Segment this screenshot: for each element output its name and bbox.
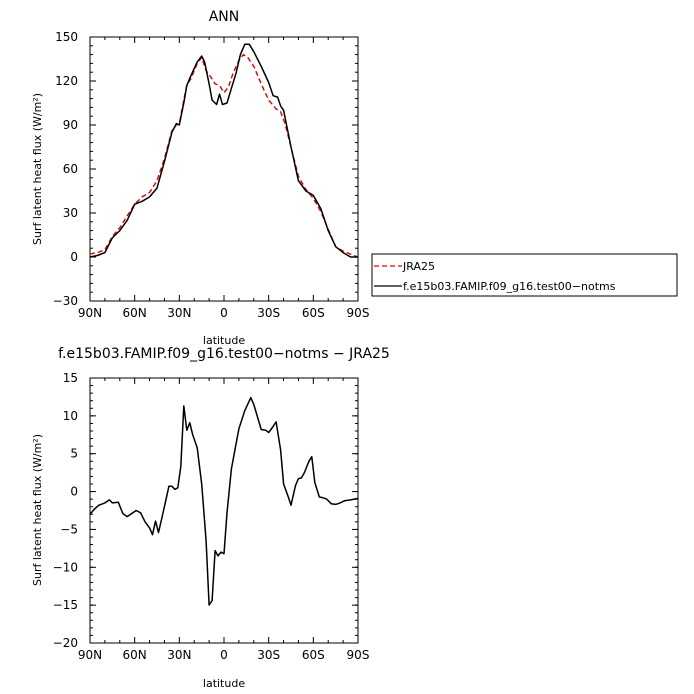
x-tick-label: 30N — [167, 306, 191, 320]
y-tick-label: −20 — [53, 636, 78, 650]
x-tick-label: 60N — [123, 648, 147, 662]
x-tick-label: 90N — [78, 306, 102, 320]
x-tick-label: 60N — [123, 306, 147, 320]
series-line-1-0 — [89, 396, 359, 606]
y-tick-label: 0 — [70, 485, 78, 499]
x-tick-label: 30N — [167, 648, 191, 662]
legend-label-model: f.e15b03.FAMIP.f09_g16.test00−notms — [403, 280, 616, 293]
y-tick-label: 15 — [63, 371, 78, 385]
x-tick-label: 30S — [257, 306, 280, 320]
top-chart-title: ANN — [209, 9, 240, 25]
y-tick-label: 90 — [63, 118, 78, 132]
legend-label-jra25: JRA25 — [402, 260, 435, 273]
y-tick-label: 60 — [63, 162, 78, 176]
x-tick-label: 60S — [302, 306, 325, 320]
top-chart-legend: JRA25 f.e15b03.FAMIP.f09_g16.test00−notm… — [371, 253, 678, 297]
x-tick-label: 90S — [347, 648, 370, 662]
top-x-axis-title: latitude — [203, 334, 245, 347]
x-tick-label: 0 — [220, 306, 228, 320]
bottom-x-axis-title: latitude — [203, 677, 245, 690]
y-tick-label: 150 — [55, 30, 78, 44]
legend-box — [371, 253, 678, 297]
x-tick-label: 0 — [220, 648, 228, 662]
top-chart: ANN latitude Surf latent heat flux (W/m²… — [31, 9, 369, 347]
y-tick-label: 120 — [55, 74, 78, 88]
bottom-chart: f.e15b03.FAMIP.f09_g16.test00−notms − JR… — [31, 346, 390, 690]
top-plot-frame — [89, 36, 359, 302]
y-tick-label: −5 — [60, 522, 78, 536]
y-tick-label: 30 — [63, 206, 78, 220]
y-tick-label: −30 — [53, 294, 78, 308]
y-tick-label: −15 — [53, 598, 78, 612]
bottom-plot-frame — [89, 377, 359, 644]
y-tick-label: 0 — [70, 250, 78, 264]
y-tick-label: −10 — [53, 560, 78, 574]
series-line-0-1 — [89, 43, 358, 258]
y-tick-label: 10 — [63, 409, 78, 423]
series-line-0-0 — [89, 53, 359, 258]
x-tick-label: 90S — [347, 306, 370, 320]
x-tick-label: 60S — [302, 648, 325, 662]
bottom-y-axis-title: Surf latent heat flux (W/m²) — [31, 434, 44, 586]
x-tick-label: 90N — [78, 648, 102, 662]
bottom-chart-title: f.e15b03.FAMIP.f09_g16.test00−notms − JR… — [58, 346, 390, 362]
y-tick-label: 5 — [70, 447, 78, 461]
top-y-axis-title: Surf latent heat flux (W/m²) — [31, 93, 44, 245]
x-tick-label: 30S — [257, 648, 280, 662]
